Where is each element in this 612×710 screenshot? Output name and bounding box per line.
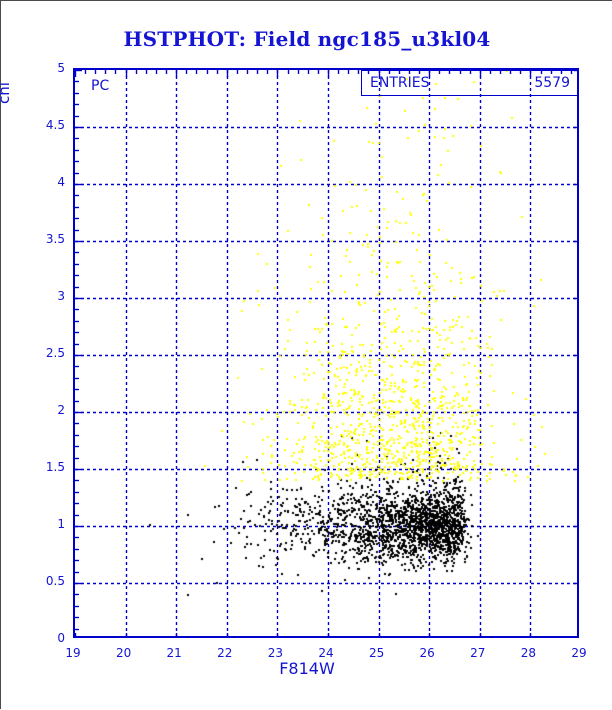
x-tick-label: 19 bbox=[65, 646, 81, 660]
y-tick-label: 0.5 bbox=[45, 574, 65, 588]
stats-value: 5579 bbox=[534, 75, 570, 91]
x-tick-label: 24 bbox=[318, 646, 334, 660]
plot-frame: PC ENTRIES 5579 bbox=[73, 68, 579, 638]
y-tick-label: 3 bbox=[57, 289, 65, 303]
stats-label: ENTRIES bbox=[370, 75, 430, 91]
x-tick-label: 28 bbox=[520, 646, 537, 660]
x-tick-label: 25 bbox=[368, 646, 385, 660]
stats-row: ENTRIES 5579 bbox=[362, 71, 578, 95]
y-tick-label: 2 bbox=[57, 403, 65, 417]
x-tick-label: 26 bbox=[419, 646, 435, 660]
x-tick-label: 29 bbox=[571, 646, 587, 660]
x-tick-label: 20 bbox=[115, 646, 132, 660]
y-tick-label: 1.5 bbox=[45, 460, 65, 474]
y-tick-label: 0 bbox=[57, 631, 65, 645]
plot-area bbox=[75, 70, 577, 636]
y-tick-label: 4 bbox=[57, 175, 65, 189]
page-title: HSTPHOT: Field ngc185_u3kl04 bbox=[123, 27, 491, 51]
scatter-points bbox=[75, 70, 577, 636]
x-tick-label: 23 bbox=[267, 646, 284, 660]
chip-label: PC bbox=[91, 78, 110, 94]
y-tick-label: 4.5 bbox=[45, 118, 65, 132]
y-tick-label: 2.5 bbox=[45, 346, 65, 360]
y-axis-title: chi bbox=[0, 82, 13, 104]
x-tick-label: 22 bbox=[217, 646, 233, 660]
stats-box: ENTRIES 5579 bbox=[361, 70, 579, 96]
y-tick-label: 1 bbox=[57, 517, 65, 531]
x-tick-label: 21 bbox=[166, 646, 182, 660]
x-tick-label: 27 bbox=[470, 646, 486, 660]
x-axis-title: F814W bbox=[279, 659, 335, 678]
y-tick-label: 3.5 bbox=[45, 232, 65, 246]
y-tick-label: 5 bbox=[57, 61, 65, 75]
